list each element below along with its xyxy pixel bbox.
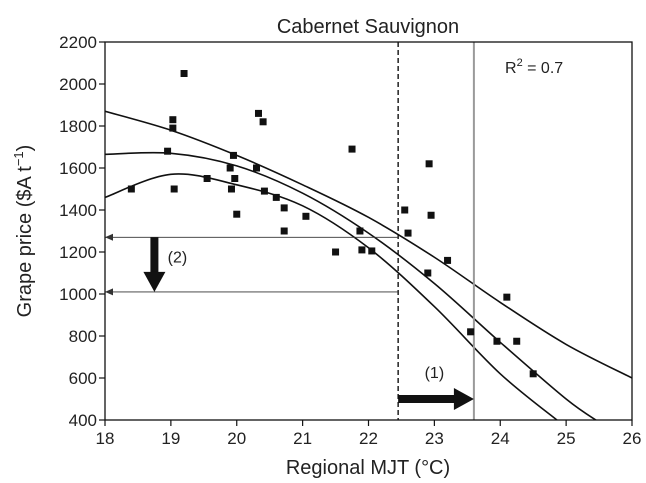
- x-tick-label: 26: [623, 429, 642, 448]
- data-point: [226, 164, 234, 172]
- x-tick-label: 21: [293, 429, 312, 448]
- data-point: [529, 370, 537, 378]
- y-tick-label: 400: [69, 411, 97, 430]
- annotations: (1) (2): [143, 237, 474, 410]
- annotation-label: (2): [168, 250, 188, 267]
- x-tick-label: 19: [161, 429, 180, 448]
- y-axis: 400 600 800 1000 1200 1400 1600 1800 2000 2200: [59, 33, 105, 430]
- x-tick-label: 22: [359, 429, 378, 448]
- x-tick-label: 25: [557, 429, 576, 448]
- y-axis-title-main: Grape price ($A t: [14, 166, 36, 318]
- data-point: [127, 185, 135, 193]
- data-point: [203, 175, 211, 182]
- price-line-arrowhead: [105, 288, 113, 296]
- r-squared-prefix: R: [505, 60, 517, 77]
- data-point: [493, 337, 501, 345]
- y-tick-label: 800: [69, 327, 97, 346]
- y-tick-label: 1200: [59, 243, 97, 262]
- data-point: [513, 337, 521, 345]
- y-axis-title-exponent: −1: [11, 151, 26, 166]
- y-tick-label: 1600: [59, 159, 97, 178]
- data-point: [280, 227, 288, 235]
- data-point: [231, 175, 239, 182]
- data-point: [404, 229, 412, 237]
- x-tick-label: 18: [96, 429, 115, 448]
- x-axis: 18 19 20 21 22 23 24 25 26: [96, 420, 642, 448]
- data-point: [260, 187, 268, 195]
- data-point: [302, 212, 310, 220]
- data-point: [272, 193, 280, 201]
- data-point: [180, 70, 188, 77]
- data-point: [253, 164, 261, 172]
- curve-fit: [105, 151, 598, 420]
- data-points: [127, 70, 537, 378]
- chart-title: Cabernet Sauvignon: [277, 16, 459, 38]
- reference-lines: [105, 42, 475, 420]
- y-tick-label: 1000: [59, 285, 97, 304]
- y-tick-label: 1400: [59, 201, 97, 220]
- data-point: [427, 211, 435, 219]
- data-point: [280, 204, 288, 212]
- y-tick-label: 1800: [59, 117, 97, 136]
- data-point: [368, 247, 376, 255]
- x-tick-label: 24: [491, 429, 510, 448]
- y-tick-label: 2000: [59, 75, 97, 94]
- x-axis-title: Regional MJT (°C): [286, 457, 450, 479]
- r-squared-label: R2 = 0.7: [505, 57, 563, 77]
- y-tick-label: 2200: [59, 33, 97, 52]
- data-point: [170, 185, 178, 193]
- y-axis-title: Grape price ($A t−1): [11, 145, 36, 318]
- data-point: [169, 124, 177, 132]
- arrow-shaft: [150, 237, 159, 274]
- arrow-head: [143, 271, 166, 292]
- fit-curves: [105, 110, 632, 420]
- plot-frame: [104, 41, 633, 421]
- arrow-head: [453, 388, 474, 410]
- data-point: [259, 118, 267, 126]
- annotation-label: (1): [425, 365, 445, 382]
- data-point: [444, 256, 452, 264]
- r-squared-value: = 0.7: [523, 60, 564, 77]
- data-point: [164, 147, 172, 155]
- y-tick-label: 600: [69, 369, 97, 388]
- data-point: [233, 210, 241, 218]
- data-point: [229, 151, 237, 159]
- data-point: [356, 227, 364, 235]
- x-tick-label: 20: [227, 429, 246, 448]
- price-line-arrowhead: [105, 233, 113, 241]
- data-point: [348, 145, 356, 153]
- data-point: [332, 248, 340, 256]
- r-squared-exponent: 2: [517, 57, 523, 69]
- data-point: [254, 109, 262, 117]
- data-point: [425, 160, 433, 168]
- data-point: [503, 293, 511, 301]
- y-axis-title-tail: ): [14, 145, 36, 152]
- data-point: [467, 328, 475, 336]
- data-point: [424, 269, 432, 277]
- data-point: [227, 185, 235, 193]
- data-point: [169, 116, 177, 124]
- x-tick-label: 23: [425, 429, 444, 448]
- curve-upper: [105, 110, 632, 379]
- curve-lower: [105, 173, 559, 420]
- data-point: [358, 246, 366, 254]
- arrow-shaft: [398, 395, 456, 403]
- data-point: [401, 206, 409, 214]
